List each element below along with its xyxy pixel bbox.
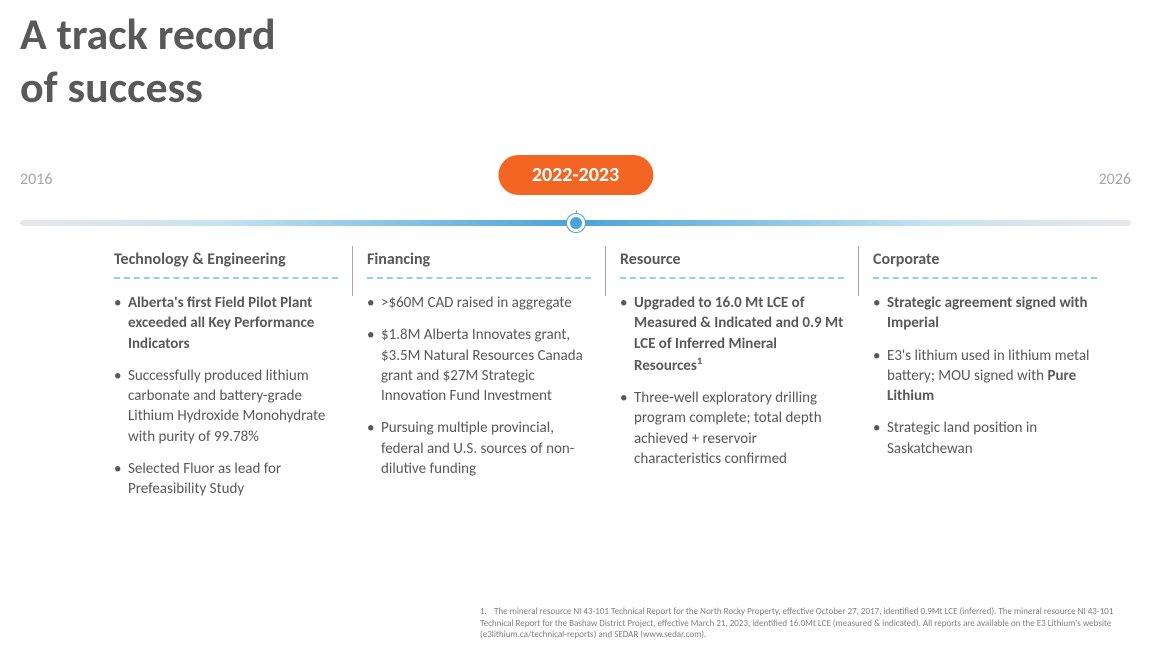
column-heading: Financing bbox=[367, 250, 591, 269]
footnote: 1. The mineral resource NI 43-101 Techni… bbox=[480, 606, 1121, 641]
timeline-highlight-pill: 2022-2023 bbox=[498, 155, 653, 195]
bullet-item: >$60M CAD raised in aggregate bbox=[367, 293, 591, 313]
column-divider bbox=[114, 277, 338, 279]
timeline-start-year: 2016 bbox=[20, 170, 52, 189]
bullet-item: Upgraded to 16.0 Mt LCE of Measured & In… bbox=[620, 293, 844, 376]
column-heading: Technology & Engineering bbox=[114, 250, 338, 269]
bullet-item: Alberta's first Field Pilot Plant exceed… bbox=[114, 293, 338, 354]
bullet-item: Strategic land position in Saskatchewan bbox=[873, 418, 1097, 459]
title-line-2: of success bbox=[20, 61, 276, 114]
bullet-item: Pursuing multiple provincial, federal an… bbox=[367, 418, 591, 479]
column: Technology & Engineering Alberta's first … bbox=[100, 250, 352, 511]
bullet-item: Selected Fluor as lead for Prefeasibilit… bbox=[114, 459, 338, 500]
bullet-list: >$60M CAD raised in aggregate $1.8M Alber… bbox=[367, 293, 591, 479]
bullet-item: E3's lithium used in lithium metal batte… bbox=[873, 346, 1097, 407]
column-divider bbox=[367, 277, 591, 279]
bullet-item: $1.8M Alberta Innovates grant, $3.5M Nat… bbox=[367, 325, 591, 406]
bullet-item: Three-well exploratory drilling program … bbox=[620, 388, 844, 469]
bullet-list: Alberta's first Field Pilot Plant exceed… bbox=[114, 293, 338, 499]
bullet-item: Successfully produced lithium carbonate … bbox=[114, 366, 338, 447]
timeline-dot bbox=[567, 214, 585, 232]
column-divider bbox=[873, 277, 1097, 279]
column-divider bbox=[620, 277, 844, 279]
columns-container: Technology & Engineering Alberta's first … bbox=[100, 250, 1111, 511]
column: Corporate Strategic agreement signed with… bbox=[859, 250, 1111, 511]
title-line-1: A track record bbox=[20, 8, 276, 61]
bullet-list: Strategic agreement signed with Imperial… bbox=[873, 293, 1097, 459]
column-heading: Corporate bbox=[873, 250, 1097, 269]
column-heading: Resource bbox=[620, 250, 844, 269]
column: Financing >$60M CAD raised in aggregate $1… bbox=[353, 250, 605, 511]
timeline: 2016 2026 2022-2023 bbox=[20, 195, 1131, 255]
footnote-text: The mineral resource NI 43-101 Technical… bbox=[480, 606, 1113, 640]
timeline-end-year: 2026 bbox=[1099, 170, 1131, 189]
bullet-item: Strategic agreement signed with Imperial bbox=[873, 293, 1097, 334]
footnote-number: 1. bbox=[480, 606, 492, 618]
column: Resource Upgraded to 16.0 Mt LCE of Measu… bbox=[606, 250, 858, 511]
bullet-list: Upgraded to 16.0 Mt LCE of Measured & In… bbox=[620, 293, 844, 469]
slide-title: A track record of success bbox=[20, 8, 276, 114]
